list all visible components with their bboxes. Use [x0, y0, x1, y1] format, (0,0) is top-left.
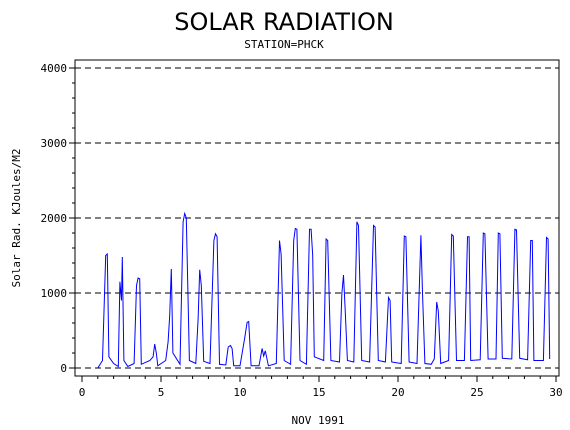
- y-tick-label-0: 0: [60, 362, 67, 375]
- y-tick-label-2000: 2000: [41, 212, 68, 225]
- solar-radiation-series-line: [97, 211, 551, 369]
- chart-title: SOLAR RADIATION: [174, 8, 394, 36]
- chart-subtitle: STATION=PHCK: [244, 38, 324, 51]
- x-tick-label-20: 20: [391, 386, 404, 399]
- y-tick-label-1000: 1000: [41, 287, 68, 300]
- x-tick-label-5: 5: [158, 386, 165, 399]
- y-tick-label-4000: 4000: [41, 62, 68, 75]
- y-axis-label: Solar Rad. KJoules/M2: [10, 148, 23, 287]
- x-axis: 0 5 10 15 20 25 30: [79, 376, 563, 399]
- x-tick-label-15: 15: [312, 386, 325, 399]
- x-tick-label-0: 0: [79, 386, 86, 399]
- y-tick-label-3000: 3000: [41, 137, 68, 150]
- y-axis: 0 1000 2000 3000 4000: [41, 62, 75, 375]
- x-axis-label: NOV 1991: [292, 414, 345, 427]
- gridlines: [75, 67, 559, 369]
- x-tick-label-30: 30: [549, 386, 562, 399]
- x-tick-label-25: 25: [470, 386, 483, 399]
- x-tick-label-10: 10: [233, 386, 246, 399]
